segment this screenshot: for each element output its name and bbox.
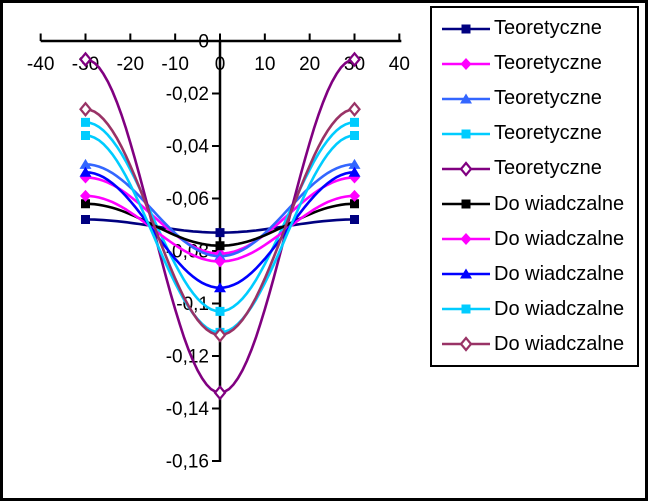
series-marker-5 <box>348 51 361 68</box>
series-marker-10 <box>79 101 92 117</box>
y-tick-label: -0,06 <box>166 189 209 210</box>
legend-item-9: Do wiadczalne <box>441 298 637 321</box>
chart-legend: Teoretyczne Teoretyczne Teoretyczne Teorety… <box>430 6 639 367</box>
legend-marker-icon <box>460 57 472 70</box>
series-marker-10 <box>213 327 227 343</box>
y-tick-label: -0,12 <box>166 347 209 368</box>
legend-label: Do wiadczalne <box>494 227 625 250</box>
series-marker-6 <box>81 199 91 209</box>
series-marker-9 <box>349 131 359 140</box>
legend-label: Teoretyczne <box>494 52 602 75</box>
legend-marker-icon <box>460 233 472 246</box>
chart-plot-area: -40-30-20-100102030400-0,02-0,04-0,06-0,… <box>27 32 410 473</box>
x-tick-label: -40 <box>27 54 54 75</box>
y-tick-label: -0,14 <box>166 399 210 420</box>
series-marker-7 <box>80 189 92 202</box>
series-marker-7 <box>214 255 226 268</box>
legend-series-icon <box>442 336 490 353</box>
y-tick-label: -0,16 <box>166 452 209 473</box>
series-marker-6 <box>349 199 359 209</box>
series-marker-1 <box>215 228 225 238</box>
legend-series-icon <box>442 129 490 139</box>
series-marker-7 <box>348 189 360 202</box>
y-tick-label: -0,02 <box>166 84 209 105</box>
legend-marker-icon <box>459 336 473 353</box>
legend-item-4: Teoretyczne <box>441 122 637 145</box>
x-tick-label: 20 <box>299 54 320 75</box>
series-marker-8 <box>214 282 226 293</box>
legend-series-icon <box>442 57 490 70</box>
legend-series-icon <box>442 93 490 104</box>
legend-series-icon <box>442 268 490 279</box>
legend-marker-icon <box>461 24 471 34</box>
legend-label: Do wiadczalne <box>494 262 625 285</box>
legend-label: Teoretyczne <box>494 87 602 110</box>
legend-item-7: Do wiadczalne <box>441 228 637 251</box>
legend-marker-icon <box>461 199 471 209</box>
legend-marker-icon <box>461 129 471 139</box>
legend-label: Do wiadczalne <box>494 192 625 215</box>
x-tick-label: 40 <box>389 54 410 75</box>
legend-series-icon <box>442 199 490 209</box>
series-marker-4 <box>81 117 91 127</box>
series-marker-8 <box>348 166 361 177</box>
x-tick-label: -10 <box>161 54 188 75</box>
legend-marker-icon <box>460 93 472 104</box>
legend-label: Do wiadczalne <box>494 297 625 320</box>
series-marker-4 <box>349 117 359 127</box>
series-marker-3 <box>79 158 92 169</box>
x-tick-label: -20 <box>117 54 144 75</box>
legend-item-8: Do wiadczalne <box>441 263 637 286</box>
series-marker-5 <box>79 51 92 68</box>
series-marker-1 <box>81 215 91 224</box>
series-marker-10 <box>348 101 361 117</box>
y-tick-label: -0,04 <box>166 137 210 158</box>
legend-series-icon <box>442 161 490 177</box>
series-marker-8 <box>79 166 92 177</box>
y-tick-label: 0 <box>198 32 209 53</box>
series-marker-6 <box>215 241 225 251</box>
series-marker-1 <box>349 215 359 224</box>
legend-item-1: Teoretyczne <box>441 17 637 40</box>
legend-item-2: Teoretyczne <box>441 52 637 75</box>
legend-item-5: Teoretyczne <box>441 157 637 180</box>
series-marker-9 <box>81 131 91 140</box>
legend-label: Do wiadczalne <box>494 332 625 355</box>
legend-series-icon <box>442 24 490 34</box>
series-marker-5 <box>213 385 227 401</box>
legend-label: Teoretyczne <box>494 157 602 180</box>
x-tick-label: 10 <box>254 54 275 75</box>
legend-series-icon <box>442 233 490 246</box>
legend-item-6: Do wiadczalne <box>441 193 637 216</box>
legend-marker-icon <box>460 268 472 279</box>
legend-series-icon <box>442 304 490 314</box>
legend-label: Teoretyczne <box>494 122 602 145</box>
series-marker-3 <box>348 158 361 169</box>
legend-item-10: Do wiadczalne <box>441 333 637 356</box>
series-marker-4 <box>215 306 225 316</box>
legend-marker-icon <box>459 161 473 177</box>
legend-label: Teoretyczne <box>494 17 602 40</box>
legend-item-3: Teoretyczne <box>441 87 637 110</box>
legend-marker-icon <box>461 304 471 314</box>
